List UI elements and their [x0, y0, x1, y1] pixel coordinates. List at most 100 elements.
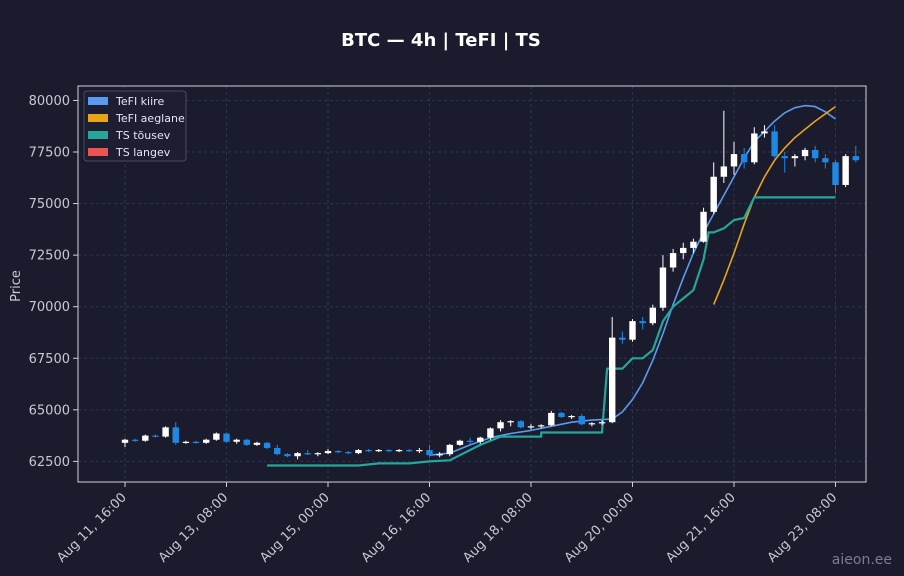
candle-body — [284, 454, 291, 457]
plot-frame — [77, 85, 867, 483]
candle-body — [192, 441, 200, 443]
series-line — [712, 105, 836, 305]
candle-body — [274, 447, 281, 455]
candle-body — [314, 453, 322, 455]
candle-body — [649, 307, 656, 324]
candle-body — [162, 427, 169, 437]
candle-body — [375, 450, 382, 452]
x-tick-label: Aug 16, 16:00 — [359, 490, 435, 566]
candle-body — [710, 176, 717, 212]
x-axis: Aug 11, 16:00 Aug 13, 08:00 Aug 15, 00:00 A… — [54, 482, 840, 566]
candle-body — [487, 428, 494, 438]
candle-body — [406, 450, 413, 452]
legend: TeFI kiire TeFI aeglane TS tõusev TS langev — [83, 90, 187, 162]
y-tick-label: 75000 — [29, 197, 70, 212]
chart-title: BTC — 4h | TeFI | TS — [341, 30, 541, 51]
candle-body — [507, 421, 514, 423]
candle-body — [243, 439, 250, 445]
y-tick-label: 72500 — [29, 249, 70, 264]
candle-body — [446, 444, 453, 455]
y-tick-label: 62500 — [29, 455, 70, 470]
legend-swatch — [88, 97, 108, 105]
y-tick-label: 67500 — [29, 352, 70, 367]
candle-body — [152, 435, 159, 437]
watermark: aieon.ee — [832, 552, 892, 568]
candles — [121, 110, 859, 460]
candle-body — [456, 440, 464, 445]
y-tick-label: 80000 — [29, 94, 70, 109]
candle-body — [548, 412, 555, 426]
y-tick-label: 65000 — [29, 403, 70, 418]
candle-body — [832, 162, 839, 185]
x-tick-label: Aug 11, 16:00 — [54, 490, 130, 566]
candle-body — [527, 426, 535, 428]
candle-body — [740, 154, 748, 163]
candle-body — [619, 337, 626, 340]
candle-body — [172, 427, 179, 443]
y-tick-label: 77500 — [29, 146, 70, 161]
legend-swatch — [88, 131, 108, 139]
candle-body — [669, 253, 677, 268]
legend-label: TeFI kiire — [115, 95, 164, 108]
candle-body — [203, 439, 210, 443]
candle-body — [345, 452, 352, 454]
candle-body — [497, 422, 504, 429]
candle-body — [801, 149, 809, 157]
candle-body — [253, 442, 261, 445]
x-tick-label: Aug 21, 16:00 — [663, 490, 739, 566]
candle-body — [639, 321, 646, 324]
legend-box — [83, 90, 187, 162]
candle-body — [751, 133, 758, 163]
candle-body — [537, 425, 545, 427]
candle-body — [426, 450, 433, 456]
candle-body — [659, 267, 667, 308]
candle-body — [771, 131, 778, 157]
candle-body — [324, 451, 332, 454]
candle-body — [680, 247, 687, 254]
candle-body — [578, 416, 585, 425]
series-line — [267, 196, 836, 467]
y-axis-label: Price — [9, 270, 24, 302]
candle-body — [720, 166, 728, 177]
x-tick-label: Aug 13, 08:00 — [156, 490, 232, 566]
candle-body — [263, 442, 271, 448]
candle-body — [334, 451, 342, 453]
candle-body — [629, 321, 636, 340]
candle-body — [142, 435, 149, 441]
candle-body — [385, 450, 393, 452]
candle-body — [700, 211, 707, 242]
candle-body — [568, 416, 575, 418]
candle-body — [781, 156, 788, 159]
series-line — [429, 104, 836, 456]
candle-body — [466, 440, 474, 442]
candle-body — [690, 241, 697, 248]
candle-body — [294, 453, 301, 457]
y-axis: 62500 65000 67500 70000 72500 75000 77500 80000 — [29, 94, 78, 470]
candle-body — [213, 433, 220, 440]
candle-body — [223, 433, 230, 442]
candle-body — [182, 441, 190, 443]
candle-body — [812, 149, 819, 159]
legend-label: TS tõusev — [115, 129, 171, 142]
candle-body — [791, 156, 799, 159]
legend-label: TS langev — [115, 146, 171, 159]
candle-body — [558, 412, 565, 418]
legend-label: TeFI aeglane — [115, 112, 185, 125]
candle-body — [598, 422, 606, 424]
x-tick-label: Aug 15, 00:00 — [257, 490, 333, 566]
series-lines — [267, 104, 836, 467]
candle-body — [365, 450, 372, 452]
candle-body — [517, 421, 525, 428]
candle-body — [436, 454, 443, 456]
legend-swatch — [88, 148, 108, 156]
candle-body — [842, 156, 849, 185]
candle-body — [395, 450, 403, 452]
candle-body — [852, 156, 859, 161]
x-tick-label: Aug 18, 08:00 — [460, 490, 536, 566]
x-tick-label: Aug 20, 00:00 — [562, 490, 638, 566]
x-tick-label: Aug 23, 08:00 — [765, 490, 841, 566]
legend-swatch — [88, 114, 108, 122]
candle-body — [304, 453, 311, 455]
candle-body — [588, 423, 596, 425]
